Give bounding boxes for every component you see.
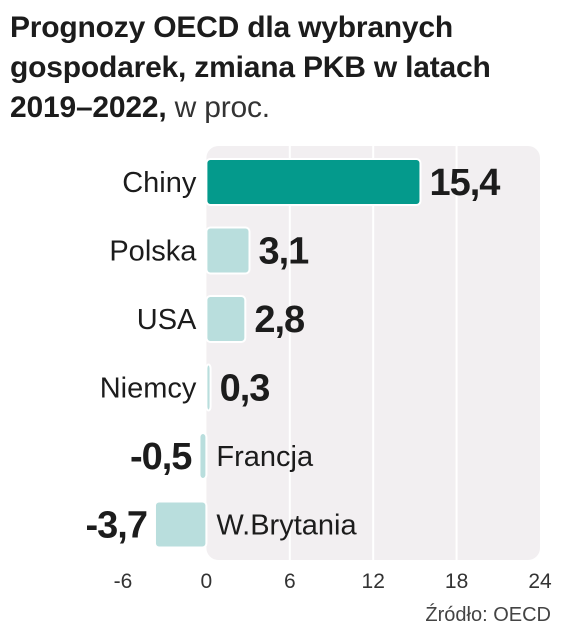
- bar-usa: [205, 295, 247, 343]
- category-label: Chiny: [122, 167, 197, 199]
- category-label: Polska: [109, 236, 197, 268]
- bar-francja: [198, 432, 208, 480]
- value-label: -0,5: [130, 436, 192, 478]
- source-note: Źródło: OECD: [425, 604, 551, 626]
- category-label: Francja: [216, 441, 314, 473]
- x-tick-label: 18: [445, 570, 468, 593]
- category-label: Niemcy: [100, 373, 197, 405]
- value-label: 15,4: [429, 162, 500, 204]
- chart-title-unit: w proc.: [166, 91, 271, 124]
- category-label: USA: [137, 304, 197, 336]
- value-label: 3,1: [258, 231, 309, 273]
- value-label: 2,8: [254, 299, 304, 341]
- bar-chiny: [205, 158, 422, 206]
- x-tick-label: 0: [201, 570, 213, 593]
- value-label: 0,3: [220, 368, 270, 410]
- value-label: -3,7: [85, 505, 146, 547]
- bar-polska: [205, 226, 251, 275]
- bar-w-brytania: [153, 500, 208, 549]
- x-tick-label: 24: [528, 570, 552, 593]
- chart-title-main: Prognozy OECD dla wybranych gospodarek, …: [10, 11, 491, 124]
- x-tick-label: 12: [362, 570, 385, 593]
- x-tick-label: -6: [114, 570, 133, 593]
- chart-title: Prognozy OECD dla wybranych gospodarek, …: [10, 8, 555, 128]
- bar-niemcy: [205, 363, 212, 412]
- x-tick-label: 6: [284, 570, 296, 593]
- category-label: W.Brytania: [216, 510, 357, 542]
